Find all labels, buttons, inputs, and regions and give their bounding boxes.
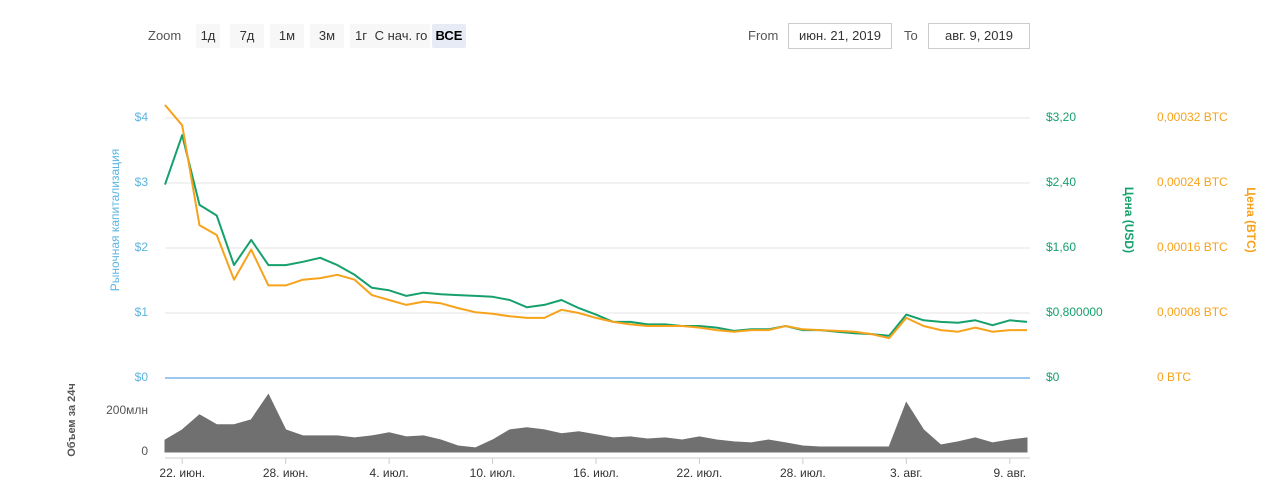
series-axis-title: Цена (USD) (1122, 187, 1136, 253)
y-tick-label: $0 (135, 370, 149, 384)
x-tick-label: 22. июл. (677, 466, 723, 480)
zoom-button[interactable]: С нач. го (372, 24, 430, 48)
to-input[interactable]: авг. 9, 2019 (928, 23, 1030, 49)
x-tick-label: 22. июн. (159, 466, 205, 480)
x-tick-label: 9. авг. (993, 466, 1026, 480)
zoom-button[interactable]: 3м (310, 24, 344, 48)
y3-tick-label: 0 BTC (1157, 370, 1191, 384)
x-tick-label: 28. июн. (263, 466, 309, 480)
y2-tick-label: $3,20 (1046, 110, 1076, 124)
y-tick-label: 0 (141, 444, 148, 458)
zoom-label: Zoom (148, 28, 182, 43)
volume-area (164, 393, 1028, 453)
y2-tick-label: $0,800000 (1046, 305, 1103, 319)
x-tick-label: 3. авг. (890, 466, 923, 480)
from-input[interactable]: июн. 21, 2019 (788, 23, 892, 49)
y-axis-title: Рыночная капитализация (108, 149, 122, 291)
y3-tick-label: 0,00008 BTC (1157, 305, 1228, 319)
y3-tick-label: 0,00024 BTC (1157, 175, 1228, 189)
x-tick-label: 28. июл. (780, 466, 826, 480)
to-label: To (904, 28, 918, 43)
y-tick-label: $2 (135, 240, 149, 254)
y-tick-label: $4 (135, 110, 149, 124)
y3-tick-label: 0,00032 BTC (1157, 110, 1228, 124)
y-axis-title: Объем за 24ч (66, 383, 78, 457)
price-line (164, 134, 1028, 337)
zoom-button[interactable]: 1д (196, 24, 220, 48)
x-tick-label: 16. июл. (573, 466, 619, 480)
x-tick-label: 4. июл. (370, 466, 409, 480)
y-tick-label: $3 (135, 175, 149, 189)
from-label: From (748, 28, 779, 43)
x-tick-label: 10. июл. (470, 466, 516, 480)
y2-tick-label: $2,40 (1046, 175, 1076, 189)
zoom-button[interactable]: 1м (270, 24, 304, 48)
y-tick-label: 200млн (106, 403, 148, 417)
series-axis-title: Цена (BTC) (1244, 187, 1258, 253)
zoom-button[interactable]: ВСЕ (432, 24, 466, 48)
y2-tick-label: $0 (1046, 370, 1060, 384)
price-line (164, 104, 1027, 340)
y2-tick-label: $1,60 (1046, 240, 1076, 254)
y3-tick-label: 0,00016 BTC (1157, 240, 1228, 254)
y-tick-label: $1 (135, 305, 149, 319)
zoom-button[interactable]: 7д (230, 24, 264, 48)
zoom-button[interactable]: 1г (350, 24, 372, 48)
